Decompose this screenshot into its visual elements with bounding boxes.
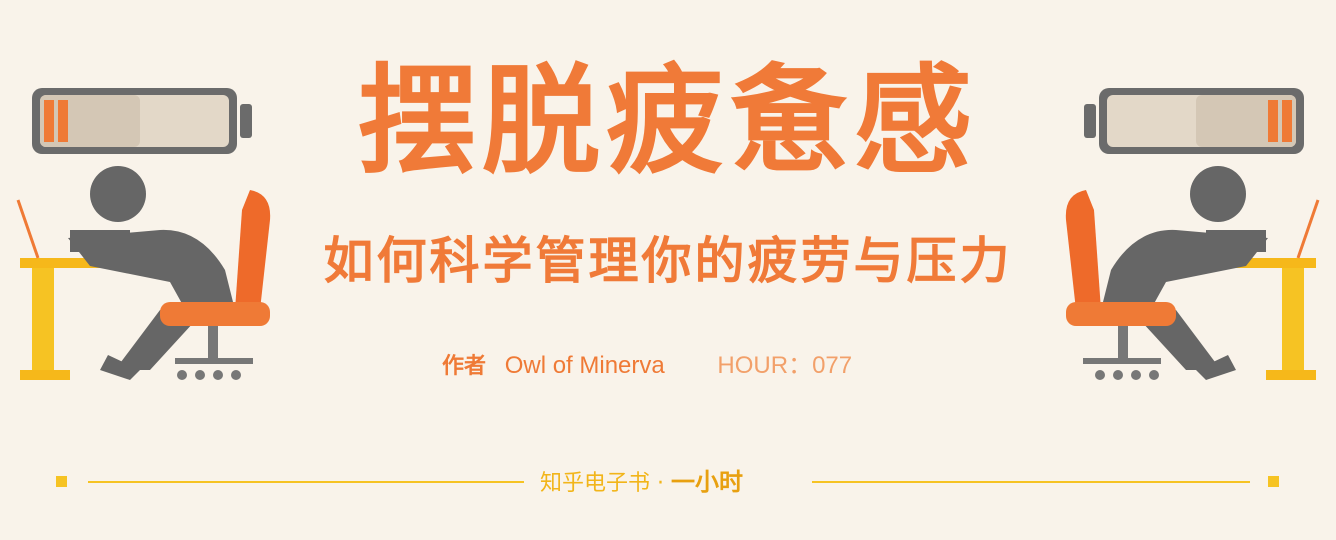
right-low-battery-icon <box>1084 88 1304 154</box>
page-subtitle: 如何科学管理你的疲劳与压力 <box>323 232 1013 290</box>
right-chair <box>1065 190 1176 380</box>
footer-right-dot <box>1268 476 1279 487</box>
page-title: 摆脱疲惫感 <box>357 52 978 190</box>
left-tired-worker-illustration <box>16 88 271 380</box>
footer-left-line <box>88 481 524 483</box>
author-name: Owl of Minerva <box>504 352 665 379</box>
left-person <box>68 166 235 380</box>
footer-left-dot <box>56 476 67 487</box>
footer-right-line <box>812 481 1250 483</box>
left-low-battery-icon <box>32 88 252 154</box>
author-row: 作者 Owl of Minerva HOUR：077 <box>442 354 852 378</box>
right-tired-worker-illustration <box>1065 88 1320 380</box>
left-chair <box>160 190 271 380</box>
hour-label: HOUR：077 <box>717 352 853 379</box>
footer-brand: 一小时 <box>671 468 743 496</box>
footer-publisher: 知乎电子书 · 一小时 <box>540 468 796 497</box>
right-desk <box>1204 199 1320 380</box>
author-prefix: 作者 <box>442 354 487 379</box>
footer-publisher-name: 知乎电子书 · <box>540 471 664 496</box>
left-desk <box>16 199 132 380</box>
